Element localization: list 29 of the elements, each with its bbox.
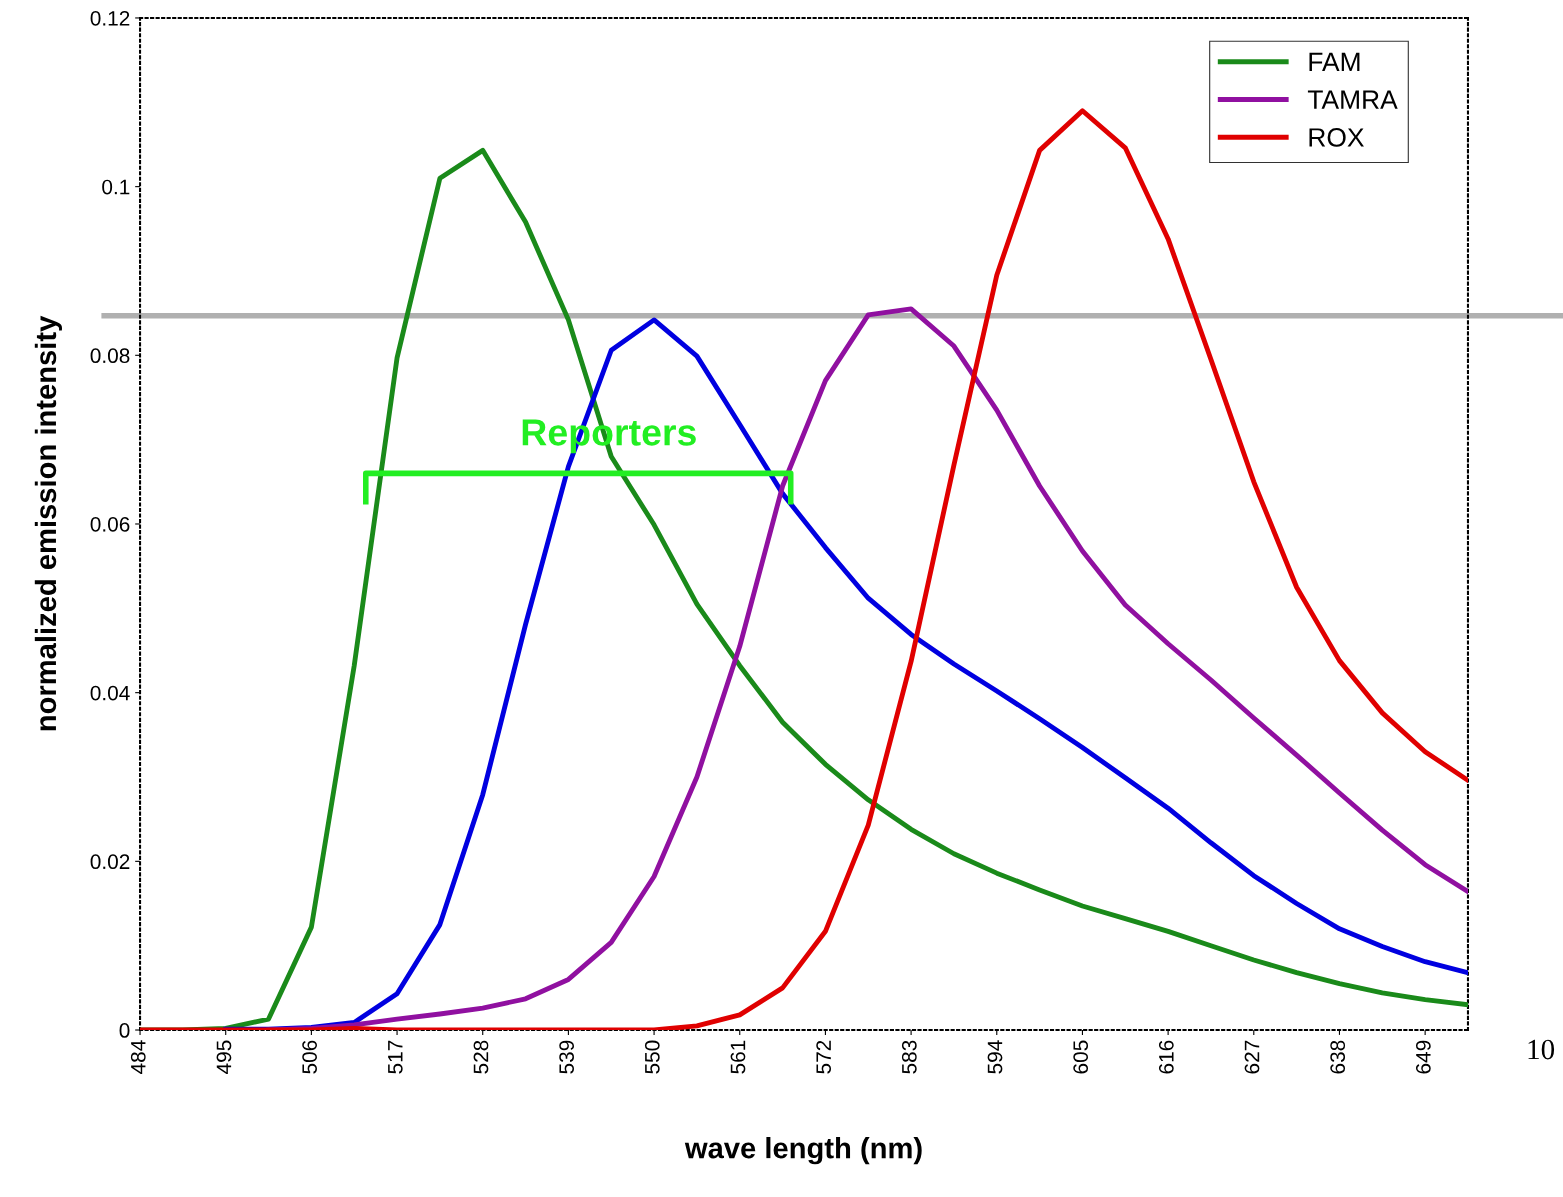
- x-tick-label: 550: [644, 1040, 660, 1074]
- y-tick-label: 0.08: [90, 348, 130, 364]
- x-tick-label: 627: [1244, 1040, 1260, 1074]
- x-tick-label: 638: [1330, 1040, 1346, 1074]
- text: 10: [1528, 1039, 1555, 1060]
- x-tick-label: 572: [816, 1040, 832, 1074]
- x-tick-label: 528: [473, 1040, 489, 1074]
- x-tick-label: 583: [901, 1040, 917, 1074]
- x-tick-label: 539: [559, 1040, 574, 1074]
- legend-label: ROX: [1309, 128, 1364, 147]
- x-tick-label: 484: [130, 1040, 146, 1075]
- x-tick-label: 605: [1073, 1040, 1089, 1074]
- y-tick-label: 0.04: [90, 685, 130, 701]
- y-tick-label: 0: [119, 1023, 130, 1038]
- x-tick-label: 506: [302, 1040, 317, 1074]
- x-tick-label: 594: [987, 1040, 1003, 1074]
- legend-label: TAMRA: [1307, 90, 1398, 109]
- x-tick-label: 616: [1158, 1040, 1174, 1074]
- y-tick-label: 0.12: [90, 10, 130, 26]
- y-tick-label: 0.02: [90, 854, 130, 870]
- y-axis-title: normalized emission intensity: [34, 315, 62, 731]
- y-tick-label: 0.1: [102, 179, 130, 195]
- x-tick-label: 649: [1415, 1040, 1431, 1074]
- x-tick-label: 495: [216, 1040, 232, 1075]
- x-axis-title: wave length (nm): [684, 1137, 922, 1165]
- y-tick-label: 0.06: [90, 516, 130, 532]
- x-tick-label: 517: [388, 1040, 403, 1074]
- x-tick-label: 561: [730, 1040, 746, 1074]
- legend-label: FAM: [1309, 52, 1360, 71]
